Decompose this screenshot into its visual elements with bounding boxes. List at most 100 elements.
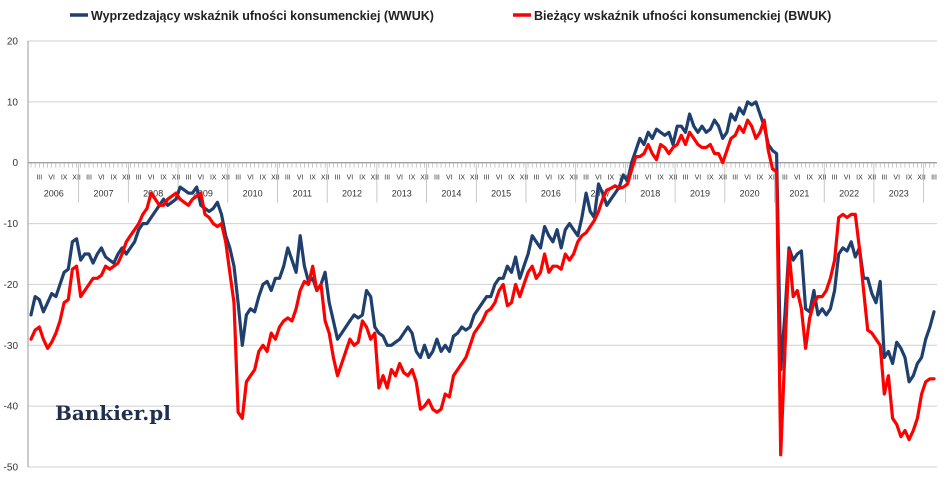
month-tick-label: XII xyxy=(470,175,479,182)
year-label: 2013 xyxy=(392,189,412,199)
month-tick-label: III xyxy=(832,175,838,182)
month-tick-label: IX xyxy=(558,175,565,182)
month-tick-label: XII xyxy=(122,175,131,182)
month-tick-label: VI xyxy=(98,175,105,182)
month-tick-label: III xyxy=(633,175,639,182)
month-tick-label: VI xyxy=(446,175,453,182)
year-label: 2017 xyxy=(591,189,611,199)
month-tick-label: IX xyxy=(409,175,416,182)
month-tick-label: VI xyxy=(396,175,403,182)
legend: Wyprzedzający wskaźnik ufności konsumenc… xyxy=(70,9,831,23)
month-tick-label: XII xyxy=(321,175,330,182)
month-tick-label: III xyxy=(36,175,42,182)
month-tick-label: III xyxy=(484,175,490,182)
month-tick-label: VI xyxy=(48,175,55,182)
month-tick-label: III xyxy=(335,175,341,182)
month-tick-label: XII xyxy=(917,175,926,182)
month-tick-label: III xyxy=(533,175,539,182)
month-tick-label: III xyxy=(434,175,440,182)
y-tick-label: 0 xyxy=(12,158,18,169)
year-label: 2016 xyxy=(541,189,561,199)
legend-label-wwuk: Wyprzedzający wskaźnik ufności konsumenc… xyxy=(91,9,434,23)
month-tick-label: VI xyxy=(645,175,652,182)
year-label: 2010 xyxy=(243,189,263,199)
month-tick-label: XII xyxy=(669,175,678,182)
month-tick-label: VI xyxy=(347,175,354,182)
month-tick-label: IX xyxy=(260,175,267,182)
month-tick-label: IX xyxy=(906,175,913,182)
month-tick-label: IX xyxy=(608,175,615,182)
month-tick-label: XII xyxy=(520,175,529,182)
year-label: 2019 xyxy=(690,189,710,199)
month-tick-label: III xyxy=(185,175,191,182)
month-tick-label: XII xyxy=(420,175,429,182)
series-line-bwuk xyxy=(29,118,936,457)
month-tick-label: IX xyxy=(160,175,167,182)
month-tick-label: VI xyxy=(545,175,552,182)
month-tick-label: III xyxy=(732,175,738,182)
year-label: 2012 xyxy=(342,189,362,199)
month-tick-label: III xyxy=(881,175,887,182)
month-tick-label: IX xyxy=(359,175,366,182)
y-tick-label: 20 xyxy=(7,37,19,48)
y-tick-label: -30 xyxy=(4,341,19,352)
month-tick-label: XII xyxy=(72,175,81,182)
month-tick-label: VI xyxy=(148,175,155,182)
month-tick-label: VI xyxy=(595,175,602,182)
month-tick-label: III xyxy=(136,175,142,182)
year-label: 2011 xyxy=(293,189,312,199)
month-tick-label: IX xyxy=(508,175,515,182)
month-tick-label: XII xyxy=(868,175,877,182)
month-tick-label: VI xyxy=(496,175,503,182)
x-axis: III VI IX XII III VI IX XII III VI IX XII III VI IX XII… xyxy=(28,162,937,203)
year-label: 2006 xyxy=(44,189,64,199)
year-label: 2015 xyxy=(491,189,511,199)
month-tick-label: VI xyxy=(844,175,851,182)
y-axis-labels: 20 10 0 -10 -20 -30 -40 -50 xyxy=(4,37,19,474)
month-tick-label: XII xyxy=(718,175,727,182)
month-tick-label: III xyxy=(583,175,589,182)
month-tick-label: IX xyxy=(707,175,714,182)
month-tick-label: XII xyxy=(569,175,578,182)
year-label: 2022 xyxy=(839,189,859,199)
month-tick-label: III xyxy=(931,175,937,182)
month-tick-label: XII xyxy=(271,175,280,182)
month-tick-label: IX xyxy=(856,175,863,182)
month-tick-label: XII xyxy=(221,175,230,182)
month-tick-label: IX xyxy=(757,175,764,182)
month-tick-label: VI xyxy=(247,175,254,182)
month-tick-label: VI xyxy=(695,175,702,182)
month-tick-label: XII xyxy=(818,175,827,182)
month-tick-label: III xyxy=(683,175,689,182)
month-tick-label: VI xyxy=(893,175,900,182)
month-tick-label: VI xyxy=(744,175,751,182)
year-label: 2021 xyxy=(789,189,809,199)
month-tick-label: VI xyxy=(297,175,304,182)
y-tick-label: 10 xyxy=(7,97,19,108)
year-label: 2014 xyxy=(441,189,461,199)
month-tick-label: IX xyxy=(61,175,68,182)
month-tick-label: III xyxy=(235,175,241,182)
legend-label-bwuk: Bieżący wskaźnik ufności konsumenckiej (… xyxy=(534,9,831,23)
month-tick-label: III xyxy=(86,175,92,182)
month-tick-label: VI xyxy=(794,175,801,182)
year-label: 2020 xyxy=(740,189,760,199)
y-tick-label: -40 xyxy=(4,402,19,413)
y-tick-label: -10 xyxy=(4,219,19,230)
month-tick-label: III xyxy=(384,175,390,182)
month-tick-label: IX xyxy=(458,175,465,182)
year-label: 2009 xyxy=(193,189,213,199)
month-tick-label: XII xyxy=(172,175,181,182)
month-tick-label: IX xyxy=(210,175,217,182)
year-label: 2018 xyxy=(640,189,660,199)
month-tick-label: IX xyxy=(657,175,664,182)
series-group xyxy=(29,100,936,457)
month-tick-label: III xyxy=(782,175,788,182)
bankier-logo: Bankier.pl xyxy=(55,401,171,425)
y-tick-label: -50 xyxy=(4,463,19,474)
month-tick-label: IX xyxy=(806,175,813,182)
month-tick-label: IX xyxy=(111,175,118,182)
month-tick-label: IX xyxy=(309,175,316,182)
month-tick-label: VI xyxy=(198,175,205,182)
